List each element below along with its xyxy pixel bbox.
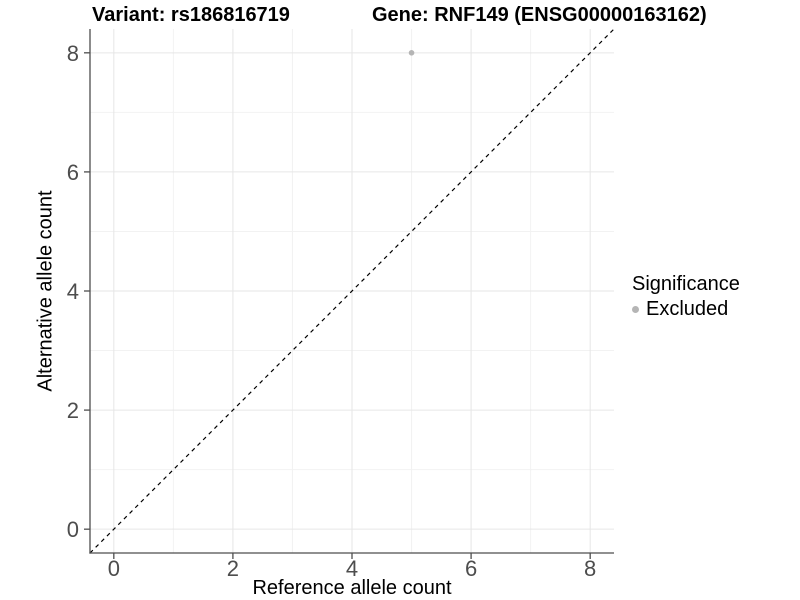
data-point: [408, 50, 415, 56]
y-tick-label: 8: [67, 41, 79, 66]
identity-reference-line: [89, 28, 615, 554]
legend-marker-circle-icon: [632, 305, 639, 313]
x-tick-label: 6: [465, 556, 477, 581]
y-tick-label: 2: [67, 398, 79, 423]
legend-entry-label: Excluded: [646, 298, 729, 320]
legend-title: Significance: [632, 273, 740, 295]
x-axis-title: Reference allele count: [252, 577, 452, 599]
y-tick-label: 0: [67, 517, 79, 542]
y-axis-title: Alternative allele count: [34, 190, 57, 392]
x-tick-label: 0: [108, 556, 120, 581]
y-tick-label: 4: [67, 279, 79, 304]
x-tick-label: 8: [584, 556, 596, 581]
plot-title-gene: Gene: RNF149 (ENSG00000163162): [372, 4, 707, 26]
x-tick-label: 4: [346, 556, 358, 581]
legend: Significance Excluded: [632, 272, 740, 320]
y-tick-label: 6: [67, 160, 79, 185]
plot-title-variant: Variant: rs186816719: [92, 4, 290, 26]
legend-entry-excluded: Excluded: [632, 298, 740, 320]
x-tick-label: 2: [227, 556, 239, 581]
